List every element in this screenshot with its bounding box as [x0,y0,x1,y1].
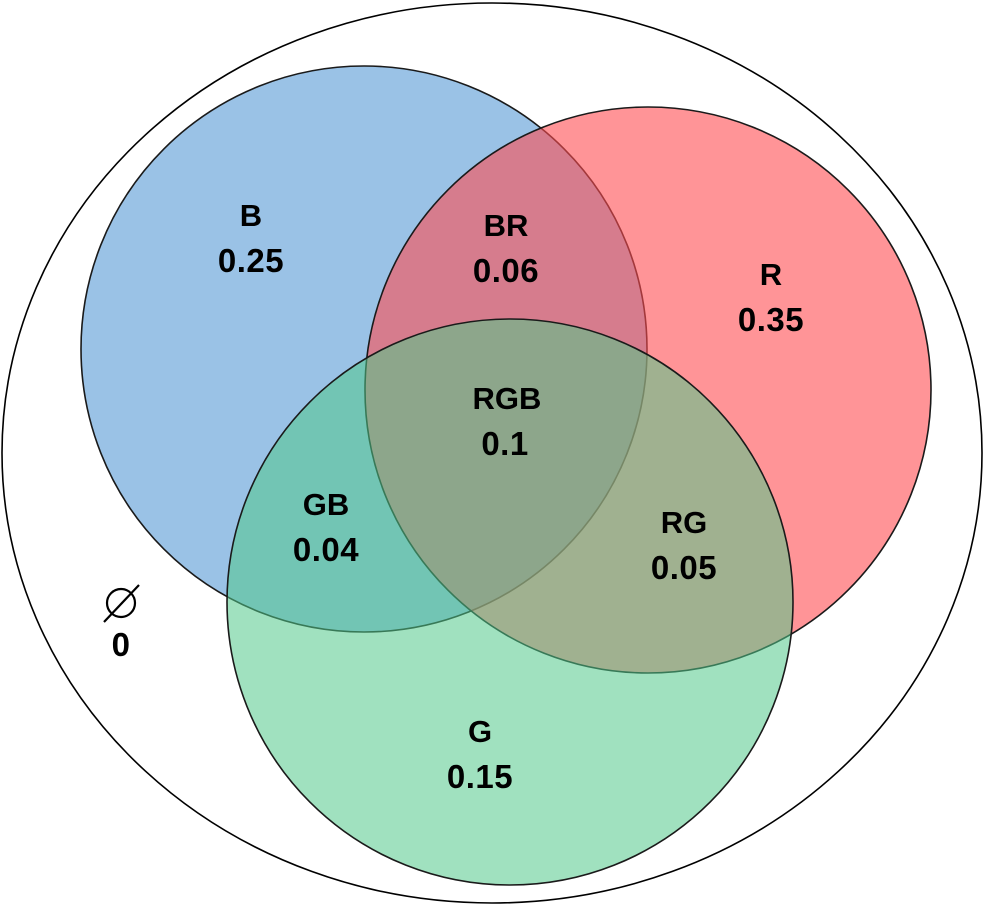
region-r-value: 0.35 [738,301,804,338]
region-b-value: 0.25 [218,242,284,279]
empty-set-icon [103,584,140,623]
region-r-label: R [760,257,782,292]
region-rg-value: 0.05 [651,549,717,586]
region-br-label: BR [484,208,529,243]
region-br-value: 0.06 [473,252,539,289]
empty-set-value: 0 [112,626,131,663]
region-gb-label: GB [303,487,350,522]
set-g-circle [226,318,794,886]
region-g-value: 0.15 [447,758,513,795]
region-gb-value: 0.04 [293,531,359,568]
region-rgb-label: RGB [473,381,542,416]
region-rgb-value: 0.1 [481,425,528,462]
region-rg-label: RG [661,505,708,540]
region-g-label: G [468,714,492,749]
region-b-label: B [240,198,262,233]
